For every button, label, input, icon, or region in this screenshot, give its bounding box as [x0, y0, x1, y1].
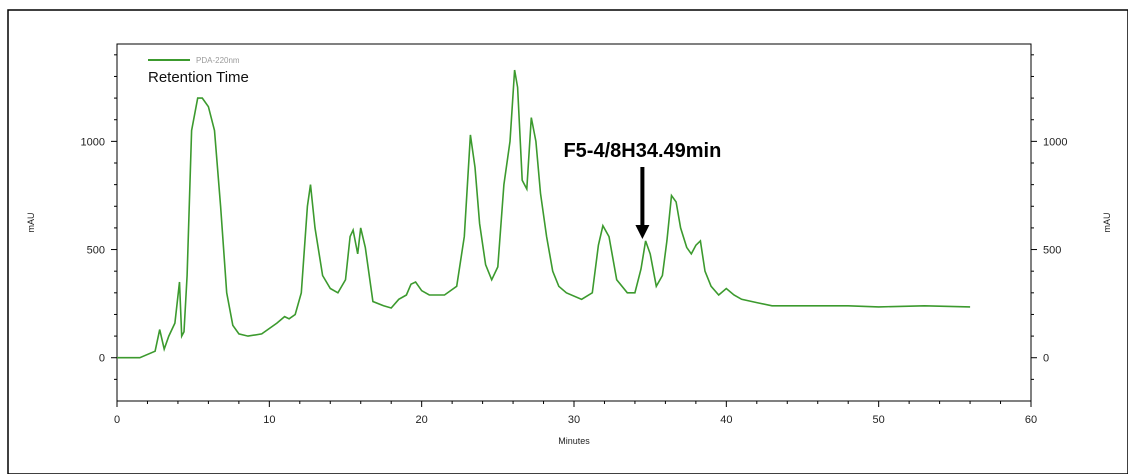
x-tick-label: 30 — [568, 414, 580, 426]
x-tick-label: 20 — [416, 414, 428, 426]
y-axis-label-left: mAU — [26, 213, 36, 233]
axis-ticks — [111, 54, 1037, 407]
y-tick-label-left: 1000 — [81, 136, 105, 148]
chart-title: Retention Time — [148, 69, 249, 86]
x-tick-label: 60 — [1025, 414, 1037, 426]
y-tick-label-right: 0 — [1043, 353, 1049, 365]
peak-annotation: F5-4/8H34.49min — [563, 140, 721, 240]
x-tick-label: 40 — [720, 414, 732, 426]
y-axis-label-right: mAU — [1102, 213, 1112, 233]
tick-labels: 0 10 20 30 40 50 60 0 0 500 500 1000 1000 — [81, 136, 1068, 426]
y-tick-label-right: 500 — [1043, 245, 1061, 257]
x-tick-label: 10 — [263, 414, 275, 426]
y-tick-label-left: 500 — [87, 245, 105, 257]
y-tick-label-right: 1000 — [1043, 136, 1067, 148]
figure-border — [7, 9, 1128, 474]
x-tick-label: 0 — [114, 414, 120, 426]
series-line — [117, 69, 971, 359]
annotation-label: F5-4/8H34.49min — [563, 140, 721, 162]
x-tick-label: 50 — [873, 414, 885, 426]
annotation-arrow-head — [635, 225, 650, 240]
y-tick-label-left: 0 — [99, 353, 105, 365]
legend-entry: PDA-220nm — [196, 56, 240, 65]
x-axis-label: Minutes — [558, 436, 590, 446]
